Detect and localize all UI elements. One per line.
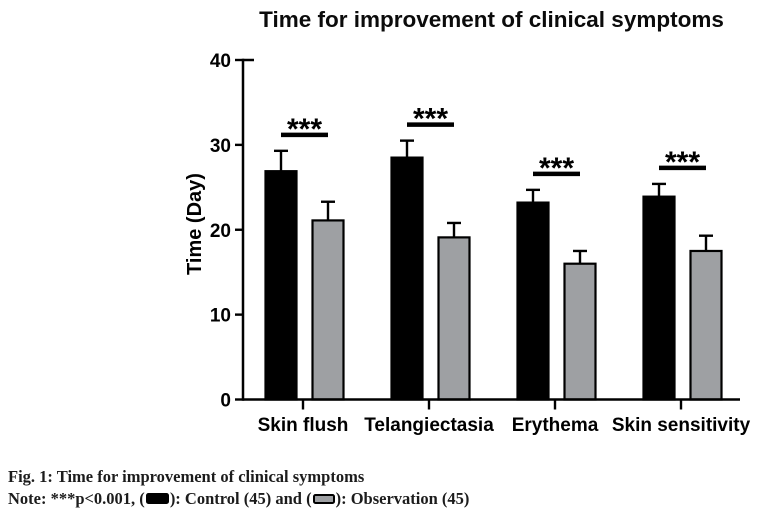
x-axis-label: Skin flush — [258, 415, 349, 436]
bar-control — [264, 170, 298, 401]
y-axis-title: Time (Day) — [184, 173, 206, 275]
figure-note: Note: ***p<0.001, ( ): Control (45) and (… — [8, 488, 469, 510]
significance-stars: *** — [413, 103, 448, 136]
bar-observation — [311, 219, 345, 401]
control-legend-swatch — [145, 493, 169, 504]
y-tick-label: 20 — [210, 221, 231, 242]
significance-stars: *** — [539, 152, 574, 185]
bar-observation — [563, 262, 597, 401]
y-tick-label: 10 — [210, 306, 231, 327]
y-tick-label: 30 — [210, 136, 231, 157]
observation-legend-swatch — [312, 494, 335, 504]
chart-title: Time for improvement of clinical symptom… — [259, 7, 724, 32]
y-tick-label: 0 — [220, 391, 231, 412]
figure-caption-block: Fig. 1: Time for improvement of clinical… — [8, 466, 469, 510]
bar-control — [390, 156, 424, 401]
x-axis-label: Erythema — [512, 415, 599, 436]
note-text-2: ): Control (45) and ( — [169, 489, 312, 508]
note-text-1: Note: ***p<0.001, ( — [8, 489, 145, 508]
bar-observation — [437, 236, 471, 401]
bar-chart: *** Skin flush *** Telangiectasia *** Erythem… — [184, 51, 751, 436]
note-text-3: ): Observation (45) — [335, 489, 470, 508]
x-axis-label: Telangiectasia — [364, 415, 494, 436]
significance-stars: *** — [287, 113, 322, 146]
bar-observation — [689, 249, 723, 401]
significance-stars: *** — [665, 146, 700, 179]
x-axis-label: Skin sensitivity — [612, 415, 751, 436]
bar-control — [642, 195, 676, 401]
y-tick-label: 40 — [210, 51, 231, 72]
figure-caption: Fig. 1: Time for improvement of clinical… — [8, 467, 365, 486]
bar-control — [516, 201, 550, 401]
